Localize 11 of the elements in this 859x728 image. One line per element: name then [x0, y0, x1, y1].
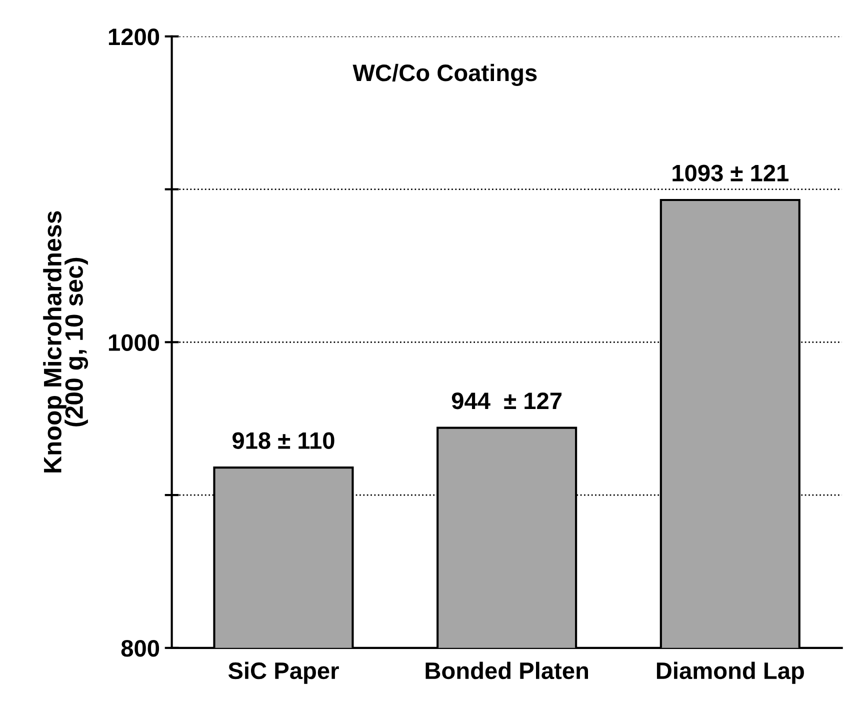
y-tick-label: 800 [121, 640, 160, 657]
text: WC/Co Coatings [352, 64, 537, 86]
data-label: 918 ± 110 [232, 432, 334, 449]
y-axis-title: Knoop Microhardness (200 g, 10 sec) [43, 211, 88, 472]
data-label: 1093 ± 121 [672, 164, 788, 182]
data-label: 944 ± 127 [452, 392, 562, 410]
y-tick-label: 1200 [108, 28, 160, 46]
x-tick-label: SiC Paper [228, 662, 339, 684]
x-tick-label: Diamond Lap [656, 662, 804, 684]
x-tick-label: Bonded Platen [426, 662, 588, 680]
y-tick-label: 1000 [108, 334, 160, 351]
